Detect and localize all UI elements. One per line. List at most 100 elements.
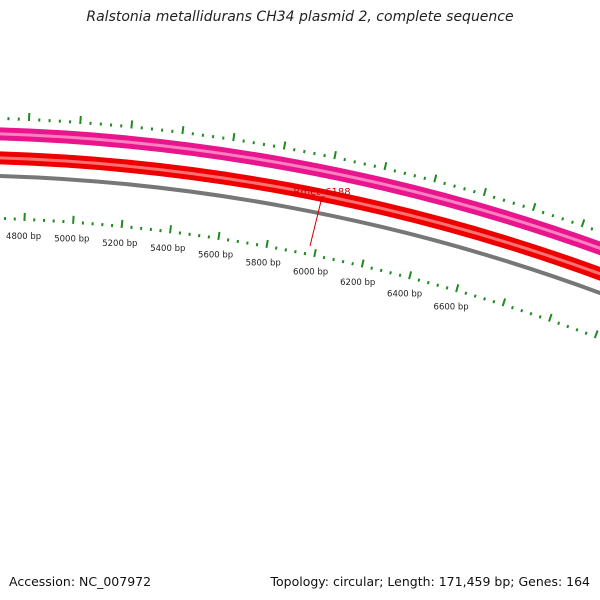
ruler-minor-tick <box>464 291 468 295</box>
ruler-label: 6200 bp <box>340 278 375 288</box>
sequence-backbone <box>0 174 600 296</box>
outer-major-tick <box>531 202 537 212</box>
outer-minor-tick <box>571 220 574 224</box>
ruler-minor-tick <box>332 257 335 262</box>
gene-track-forward <box>0 127 600 256</box>
outer-minor-tick <box>242 139 245 143</box>
ruler-minor-tick <box>236 239 239 244</box>
outer-major-tick <box>333 151 337 160</box>
ruler-minor-tick <box>226 238 230 242</box>
page-title: Ralstonia metallidurans CH34 plasmid 2, … <box>86 9 514 25</box>
outer-minor-tick <box>313 151 316 156</box>
outer-minor-tick <box>472 189 476 194</box>
ruler-minor-tick <box>389 271 392 275</box>
ruler-minor-tick <box>322 255 326 260</box>
ruler-major-tick <box>169 225 172 234</box>
ruler-minor-tick <box>303 251 307 256</box>
outer-minor-tick <box>443 181 446 186</box>
ruler-minor-tick <box>557 321 561 325</box>
ruler-minor-tick <box>511 305 514 310</box>
ruler-major-tick <box>120 219 124 228</box>
outer-minor-tick <box>590 227 594 231</box>
ruler-label: 6400 bp <box>387 290 422 300</box>
outer-minor-tick <box>323 153 326 158</box>
outer-minor-tick <box>252 141 255 145</box>
topology-summary: Topology: circular; Length: 171,459 bp; … <box>270 574 591 589</box>
ruler-label: 5000 bp <box>54 235 89 245</box>
ruler-tick-marks <box>3 212 599 339</box>
ruler-minor-tick <box>584 331 588 335</box>
ruler-minor-tick <box>492 300 496 304</box>
outer-minor-tick <box>413 174 417 178</box>
outer-minor-tick <box>272 144 276 148</box>
outer-major-tick <box>181 125 185 135</box>
outer-minor-tick <box>463 187 466 191</box>
outer-minor-tick <box>303 149 306 154</box>
ruler-major-tick <box>313 248 317 258</box>
gene-track-forward-highlight <box>0 132 600 250</box>
outer-minor-tick <box>373 164 377 168</box>
outer-minor-tick <box>363 162 367 166</box>
outer-minor-tick <box>403 171 407 176</box>
outer-major-tick <box>79 115 82 125</box>
outer-minor-tick <box>492 195 496 200</box>
ruler-label: 4800 bp <box>6 232 41 242</box>
ruler-minor-tick <box>473 294 477 298</box>
ruler-minor-tick <box>436 283 440 287</box>
accession-text: Accession: NC_007972 <box>9 574 152 589</box>
ruler-minor-tick <box>255 243 259 247</box>
ruler-major-tick <box>501 298 507 307</box>
ruler-minor-tick <box>284 248 288 252</box>
ruler-minor-tick <box>294 250 297 254</box>
ruler-minor-tick <box>520 308 524 313</box>
ruler-major-tick <box>217 231 221 241</box>
ruler-major-tick <box>455 284 460 293</box>
ruler-label: 5600 bp <box>198 251 233 261</box>
outer-minor-tick <box>293 148 296 152</box>
outer-major-tick <box>282 141 287 150</box>
outer-tick-marks <box>7 112 594 231</box>
outer-major-tick <box>433 174 438 183</box>
ruler-minor-tick <box>398 273 402 277</box>
ruler-minor-tick <box>483 297 486 301</box>
ruler-label: 5200 bp <box>102 239 137 249</box>
outer-minor-tick <box>453 184 456 188</box>
ruler-minor-tick <box>207 235 211 239</box>
ruler-minor-tick <box>529 311 533 316</box>
ruler-label: 5400 bp <box>150 244 185 254</box>
ruler-major-tick <box>593 330 599 339</box>
outer-major-tick <box>232 132 236 142</box>
ruler-label: 6600 bp <box>434 302 469 312</box>
outer-minor-tick <box>512 201 516 205</box>
outer-minor-tick <box>353 160 356 164</box>
ruler-minor-tick <box>379 268 383 273</box>
ruler-minor-tick <box>274 246 278 250</box>
gene-label-pointer <box>309 196 323 247</box>
ruler-minor-tick <box>566 324 570 329</box>
outer-minor-tick <box>343 157 346 162</box>
outer-minor-tick <box>522 204 525 208</box>
outer-major-tick <box>482 187 487 197</box>
outer-minor-tick <box>541 210 545 215</box>
ruler-major-tick <box>408 271 413 280</box>
outer-minor-tick <box>393 169 397 173</box>
gene-label-rmet-6188[interactable]: Rmet_6188 <box>293 187 350 198</box>
ruler-minor-tick <box>426 280 430 285</box>
ruler-label: 5800 bp <box>246 259 281 269</box>
ruler-minor-tick <box>538 315 542 319</box>
ruler-label: 6000 bp <box>293 268 328 278</box>
ruler-major-tick <box>72 215 75 224</box>
outer-minor-tick <box>262 142 266 147</box>
ruler-minor-tick <box>417 278 421 282</box>
outer-major-tick <box>383 161 388 171</box>
gene-track-reverse-highlight <box>0 156 600 276</box>
outer-minor-tick <box>561 217 565 221</box>
ruler-minor-tick <box>575 328 579 332</box>
ruler-minor-tick <box>341 259 345 264</box>
ruler-major-tick <box>265 239 269 248</box>
outer-minor-tick <box>423 176 427 181</box>
ruler-major-tick <box>548 313 553 322</box>
ruler-minor-tick <box>188 232 191 236</box>
